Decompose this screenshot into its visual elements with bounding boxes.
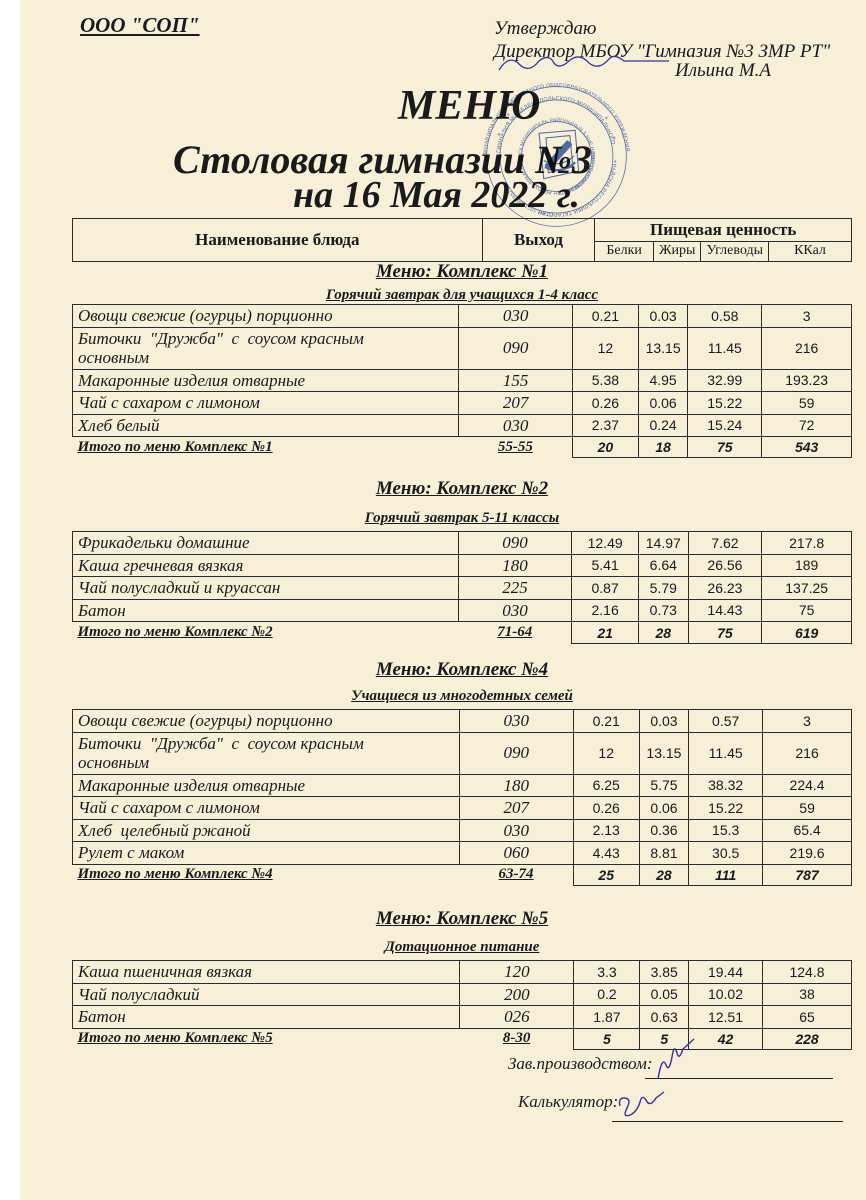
- svg-text:*: *: [494, 155, 503, 160]
- svg-text:*: *: [496, 132, 504, 136]
- svg-text:ГИМНАЗИЯ №3 ЗЕЛЕНОДОЛЬСКОГО МУ: ГИМНАЗИЯ №3 ЗЕЛЕНОДОЛЬСКОГО МУНИЦИПАЛЬНО…: [496, 96, 616, 153]
- svg-text:*: *: [505, 112, 514, 118]
- svg-text:*: *: [609, 136, 617, 140]
